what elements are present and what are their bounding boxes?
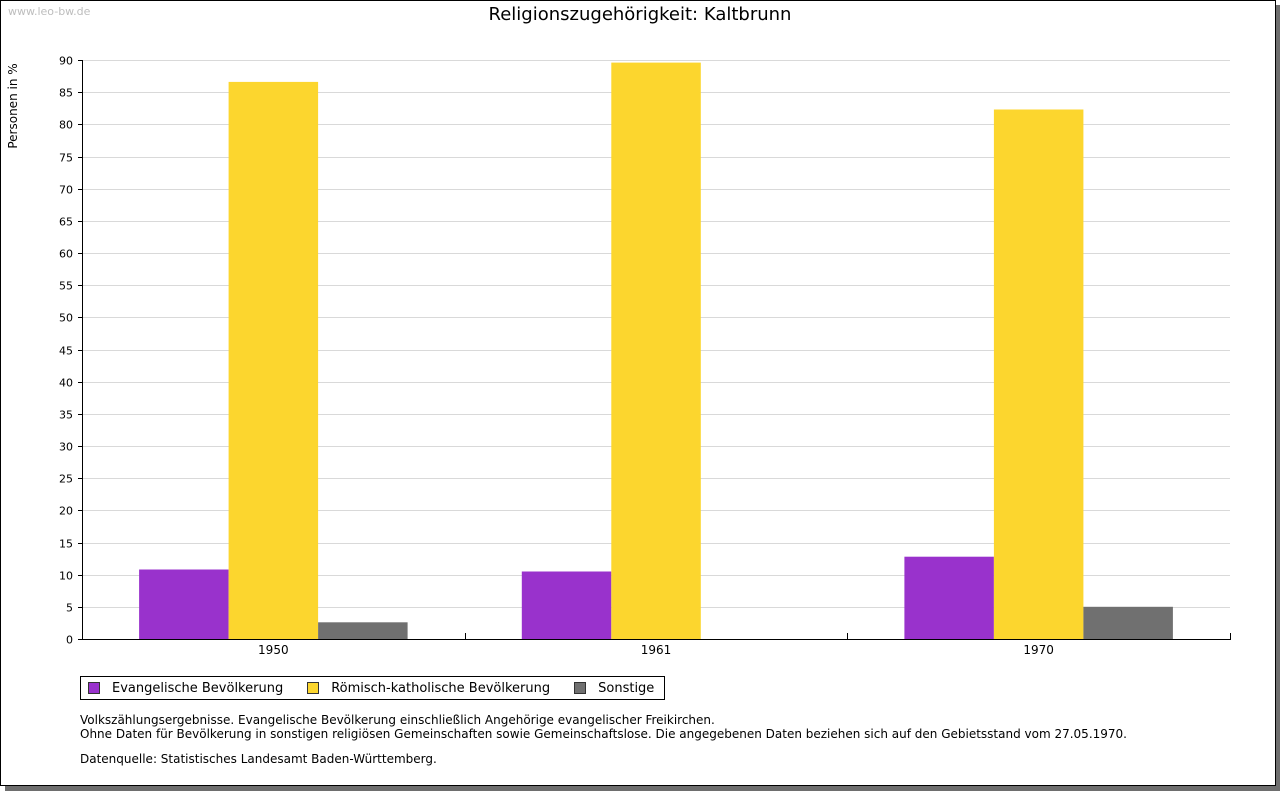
legend-swatch: [307, 682, 320, 694]
y-tick-label: 85: [59, 87, 73, 100]
bar-evangelische-1961: [521, 571, 612, 639]
legend-item: Römisch-katholische Bevölkerung: [307, 681, 550, 696]
bar-sonstige-1970: [1083, 606, 1173, 639]
chart-title: Religionszugehörigkeit: Kaltbrunn: [488, 4, 792, 25]
legend-swatch: [574, 682, 587, 694]
y-tick-label: 80: [59, 119, 73, 132]
y-tick-label: 35: [59, 409, 73, 422]
bar-evangelische-1950: [139, 569, 229, 639]
y-tick-label: 15: [59, 538, 73, 551]
y-tick-label: 30: [59, 441, 73, 454]
y-tick-label: 75: [59, 152, 73, 165]
x-tick-label: 1970: [1023, 643, 1054, 657]
x-tick-label: 1961: [641, 643, 672, 657]
footnote-line-1: Volkszählungsergebnisse. Evangelische Be…: [80, 713, 715, 727]
bar-rmischkatholische-1950: [228, 81, 319, 639]
bar-rmischkatholische-1961: [611, 62, 701, 640]
bar-rmischkatholische-1970: [993, 109, 1084, 639]
y-tick-label: 60: [59, 248, 73, 261]
y-tick-label: 70: [59, 184, 73, 197]
legend-swatch: [88, 682, 100, 694]
bar-sonstige-1950: [318, 622, 408, 639]
legend-label: Römisch-katholische Bevölkerung: [331, 680, 551, 696]
legend-item: Evangelische Bevölkerung: [88, 681, 283, 696]
y-tick-label: 45: [59, 345, 73, 358]
y-tick-label: 25: [59, 473, 73, 486]
footnotes: Volkszählungsergebnisse. Evangelische Be…: [80, 713, 1127, 741]
y-tick-label: 40: [59, 377, 73, 390]
y-axis-label: Personen in %: [6, 63, 20, 148]
bar-evangelische-1970: [904, 556, 994, 639]
y-tick-label: 10: [59, 570, 73, 583]
y-tick-label: 20: [59, 505, 73, 518]
legend-item: Sonstige: [574, 681, 654, 696]
bars: [139, 62, 1173, 640]
x-tick-label: 1950: [258, 643, 289, 657]
footnote-line-2: Ohne Daten für Bevölkerung in sonstigen …: [80, 727, 1127, 741]
watermark: www.leo-bw.de: [8, 5, 91, 18]
legend: Evangelische Bevölkerung Römisch-katholis…: [80, 676, 666, 700]
y-tick-label: 65: [59, 216, 73, 229]
data-source: Datenquelle: Statistisches Landesamt Bad…: [80, 752, 437, 766]
y-tick-label: 0: [66, 634, 73, 647]
y-tick-label: 5: [66, 602, 73, 615]
y-tick-label: 50: [59, 312, 73, 325]
y-tick-label: 90: [59, 55, 73, 68]
legend-label: Sonstige: [598, 680, 655, 696]
legend-label: Evangelische Bevölkerung: [112, 680, 284, 696]
axes: 0 5 10 15 20 25 30 35 40 45 50 55 60 65 70 75 80 85 90 1950…: [59, 55, 1231, 657]
bar-chart: 0 5 10 15 20 25 30 35 40 45 50 55 60 65 70 75 80 85 90 1950…: [6, 55, 1231, 657]
y-tick-label: 55: [59, 280, 73, 293]
